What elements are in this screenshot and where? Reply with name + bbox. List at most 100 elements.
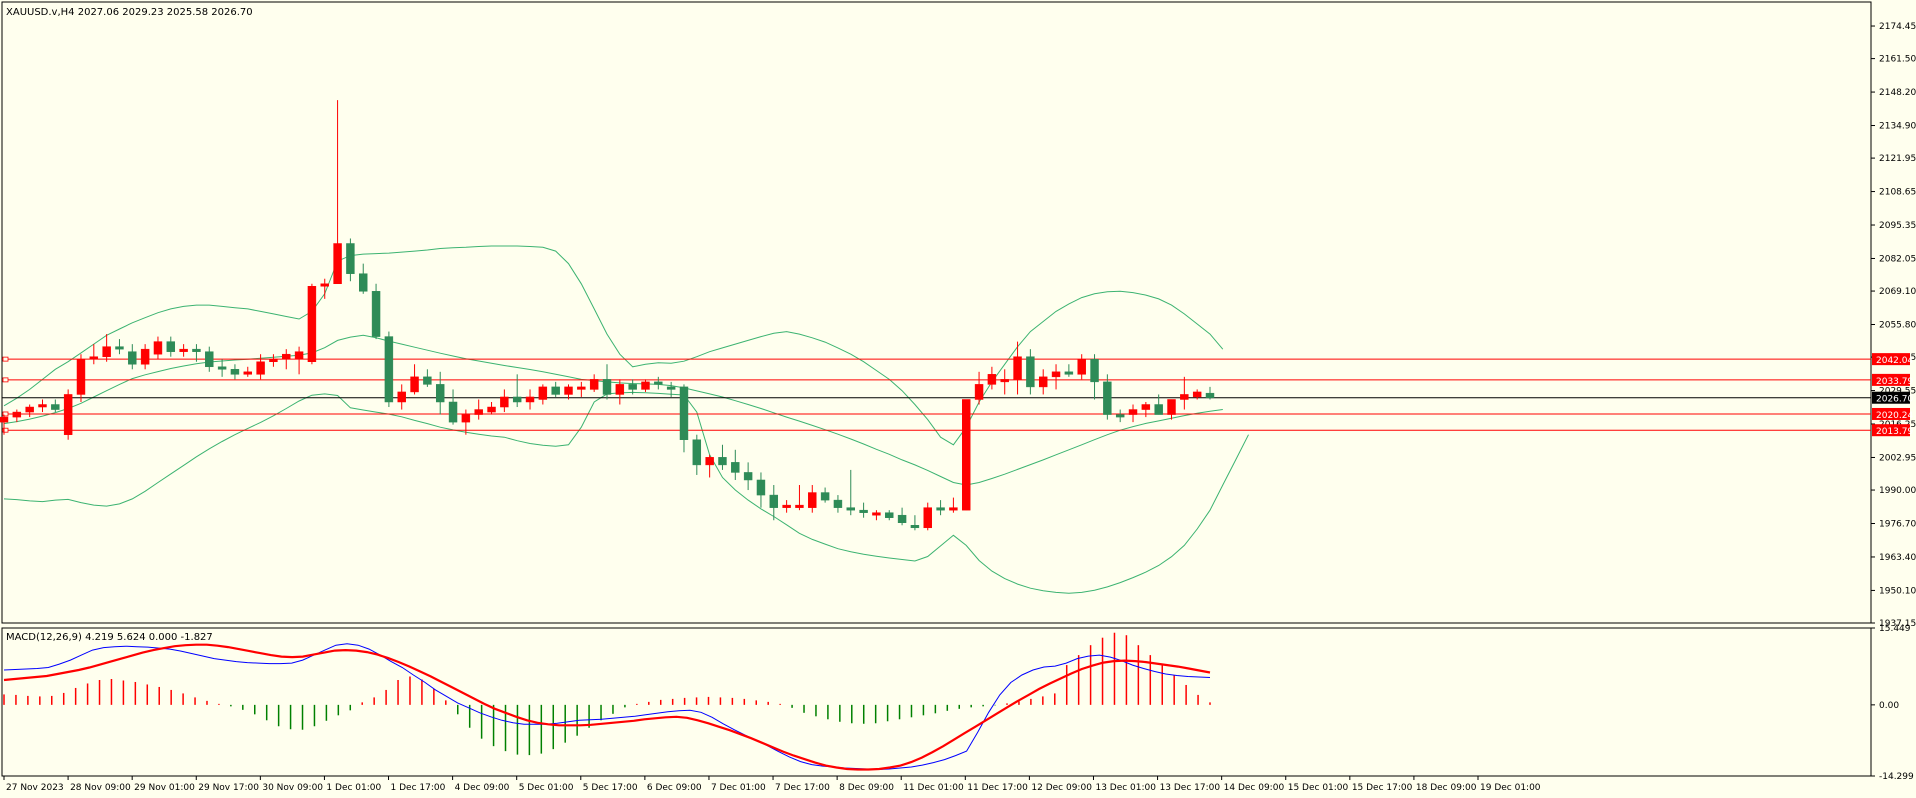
candle [140, 344, 150, 370]
price-tag-bg [1872, 424, 1910, 437]
candle [962, 399, 971, 511]
candle [359, 263, 368, 294]
time-tick-label: 15 Dec 17:00 [1352, 783, 1413, 793]
current-price-tag: 2026.70 [1876, 395, 1913, 405]
candle [371, 283, 381, 340]
candle-body [769, 494, 779, 508]
candle [346, 238, 355, 282]
candle-body [294, 351, 304, 360]
candle-body [410, 376, 419, 393]
candle [89, 344, 99, 365]
candle-body [487, 406, 496, 413]
candle [679, 384, 689, 453]
candle [448, 389, 458, 425]
candle-body [179, 348, 188, 352]
candle-body [949, 507, 958, 511]
candle [512, 374, 522, 408]
candle-body [743, 472, 753, 481]
candle-body [1115, 414, 1125, 418]
candle [461, 409, 471, 435]
candle-body [859, 509, 868, 513]
time-tick-label: 5 Dec 17:00 [583, 783, 638, 793]
price-tag-bg [1872, 373, 1910, 386]
time-tick-label: 6 Dec 09:00 [647, 783, 702, 793]
candle [179, 344, 188, 357]
candle-body [1051, 371, 1061, 378]
candle-body [692, 439, 702, 466]
price-tick-label: 2095.35 [1879, 221, 1916, 231]
candle-body [384, 336, 394, 403]
candle [577, 381, 586, 397]
candle-body [230, 369, 240, 375]
candle [743, 462, 753, 491]
candle [307, 283, 317, 365]
price-tick-label: 2174.45 [1879, 22, 1916, 32]
time-tick-label: 5 Dec 01:00 [519, 783, 574, 793]
candle [25, 404, 34, 418]
candle [1192, 389, 1202, 400]
candle-body [718, 457, 727, 466]
candle [615, 379, 625, 405]
horizontal-line-handle[interactable] [2, 427, 9, 433]
candle [756, 472, 766, 508]
candle-body [397, 391, 406, 403]
macd-panel[interactable]: MACD(12,26,9) 4.219 5.624 0.000 -1.827 1… [1, 624, 1914, 782]
candle-body [1180, 394, 1189, 400]
price-tag-label: 2013.79 [1876, 427, 1913, 437]
candle [551, 381, 560, 397]
candle [602, 364, 612, 400]
candle-body [166, 341, 176, 352]
candle [808, 485, 817, 513]
candle [1115, 409, 1125, 423]
candle-body [833, 499, 843, 508]
candle [397, 384, 406, 410]
candle-body [974, 384, 984, 400]
candle-body [923, 507, 932, 529]
candle [63, 389, 73, 440]
price-tag-label: 2020.24 [1876, 411, 1913, 421]
price-tick-label: 1937.15 [1879, 619, 1916, 629]
candle-body [89, 356, 99, 360]
candle-body [371, 291, 381, 337]
candle-body [205, 351, 214, 368]
candle [256, 354, 265, 380]
bollinger-upper-band [3, 245, 1224, 446]
candle [1051, 364, 1061, 390]
candle-body [51, 404, 60, 410]
macd-tick-label: 15.449 [1879, 624, 1911, 634]
candle-body [512, 396, 522, 403]
candle-body [1103, 381, 1112, 415]
horizontal-line-handle[interactable] [2, 411, 9, 417]
candle [949, 497, 958, 513]
price-panel[interactable]: XAUUSD.v,H4 2027.06 2029.23 2025.58 2026… [0, 1, 1916, 629]
candle-body [1077, 358, 1086, 375]
macd-signal-line [3, 643, 1211, 771]
candle-body [936, 507, 945, 511]
time-tick-label: 15 Dec 01:00 [1288, 783, 1349, 793]
candle [1077, 354, 1086, 380]
candle [384, 331, 394, 408]
candle [76, 354, 86, 402]
candle [38, 399, 47, 413]
time-tick-label: 12 Dec 09:00 [1031, 783, 1092, 793]
macd-tick-label: -14.299 [1879, 772, 1914, 782]
candle [589, 374, 599, 392]
candle [1026, 349, 1035, 395]
candle-body [1167, 399, 1176, 415]
candle-body [256, 361, 265, 375]
candle [0, 414, 9, 435]
candle [859, 502, 868, 518]
price-tick-label: 2148.20 [1879, 88, 1916, 98]
candle-body [1026, 356, 1035, 388]
candle-body [12, 411, 22, 418]
candle [1103, 374, 1112, 420]
horizontal-line-handle[interactable] [2, 377, 9, 383]
time-tick-label: 11 Dec 01:00 [903, 783, 964, 793]
candle-body [615, 384, 625, 395]
candle-body [962, 399, 971, 511]
candle [872, 510, 881, 521]
price-tick-label: 2029.55 [1879, 387, 1916, 397]
horizontal-line-handle[interactable] [2, 356, 9, 362]
